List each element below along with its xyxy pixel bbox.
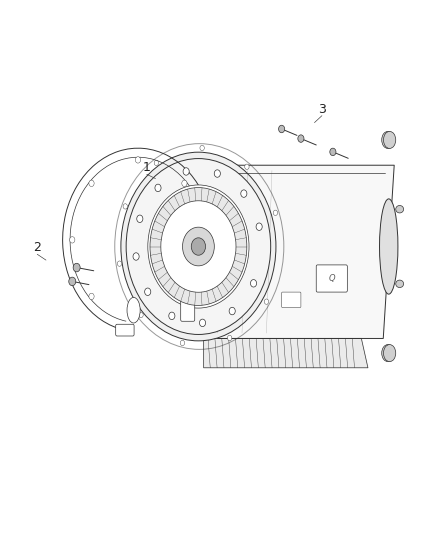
Ellipse shape	[384, 131, 396, 148]
FancyBboxPatch shape	[316, 265, 347, 292]
Ellipse shape	[381, 345, 394, 361]
Circle shape	[137, 215, 143, 222]
Circle shape	[229, 308, 235, 315]
Circle shape	[180, 340, 185, 345]
FancyBboxPatch shape	[181, 299, 195, 321]
Circle shape	[183, 168, 189, 175]
Circle shape	[264, 299, 268, 304]
Circle shape	[241, 190, 247, 197]
Circle shape	[169, 312, 175, 320]
Circle shape	[123, 204, 127, 209]
Circle shape	[199, 319, 205, 327]
Circle shape	[89, 293, 94, 300]
Ellipse shape	[396, 280, 404, 288]
Circle shape	[183, 227, 214, 266]
Circle shape	[214, 170, 220, 177]
Circle shape	[227, 335, 232, 341]
Circle shape	[70, 237, 75, 243]
Circle shape	[150, 188, 247, 305]
Circle shape	[145, 288, 151, 295]
Circle shape	[154, 160, 159, 166]
Circle shape	[161, 201, 236, 292]
Circle shape	[126, 159, 271, 335]
Circle shape	[330, 148, 336, 156]
Circle shape	[182, 180, 187, 187]
Circle shape	[279, 125, 285, 133]
Polygon shape	[195, 165, 394, 338]
Circle shape	[155, 184, 161, 192]
Text: Q: Q	[328, 274, 336, 283]
Circle shape	[69, 277, 76, 286]
FancyBboxPatch shape	[282, 292, 301, 308]
Circle shape	[200, 146, 204, 151]
Text: 2: 2	[33, 241, 41, 254]
Circle shape	[117, 261, 122, 266]
Circle shape	[135, 157, 141, 163]
Circle shape	[298, 135, 304, 142]
Ellipse shape	[384, 345, 396, 361]
Circle shape	[251, 280, 257, 287]
Circle shape	[148, 185, 249, 308]
Ellipse shape	[379, 199, 398, 294]
Text: 3: 3	[318, 103, 326, 116]
Circle shape	[191, 238, 205, 255]
Circle shape	[256, 223, 262, 230]
Circle shape	[121, 152, 276, 341]
Text: 1: 1	[143, 161, 151, 174]
FancyBboxPatch shape	[116, 324, 134, 336]
Circle shape	[139, 312, 143, 318]
Circle shape	[133, 253, 139, 260]
Circle shape	[73, 263, 80, 272]
Ellipse shape	[381, 131, 394, 148]
Ellipse shape	[127, 297, 140, 323]
Circle shape	[273, 210, 278, 215]
Polygon shape	[204, 338, 368, 368]
Circle shape	[201, 237, 206, 243]
Circle shape	[245, 164, 249, 169]
Ellipse shape	[396, 206, 404, 213]
Circle shape	[89, 180, 94, 187]
